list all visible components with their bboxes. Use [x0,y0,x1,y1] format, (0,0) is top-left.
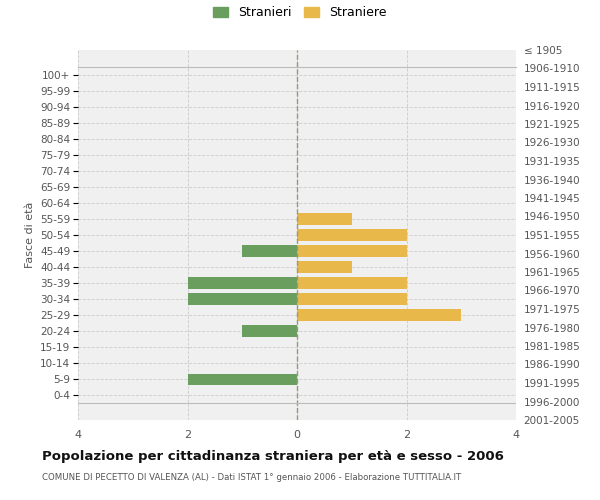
Bar [297,262,352,272]
Bar [297,278,407,288]
Text: Popolazione per cittadinanza straniera per età e sesso - 2006: Popolazione per cittadinanza straniera p… [42,450,504,463]
Bar [297,310,461,320]
Bar [297,294,407,304]
Y-axis label: Fasce di età: Fasce di età [25,202,35,268]
Bar [242,326,297,336]
Bar [187,294,297,304]
Legend: Stranieri, Straniere: Stranieri, Straniere [213,6,387,19]
Text: COMUNE DI PECETTO DI VALENZA (AL) - Dati ISTAT 1° gennaio 2006 - Elaborazione TU: COMUNE DI PECETTO DI VALENZA (AL) - Dati… [42,472,461,482]
Bar [187,374,297,385]
Bar [187,278,297,288]
Bar [242,246,297,256]
Bar [297,246,407,256]
Bar [297,214,352,224]
Bar [297,230,407,240]
